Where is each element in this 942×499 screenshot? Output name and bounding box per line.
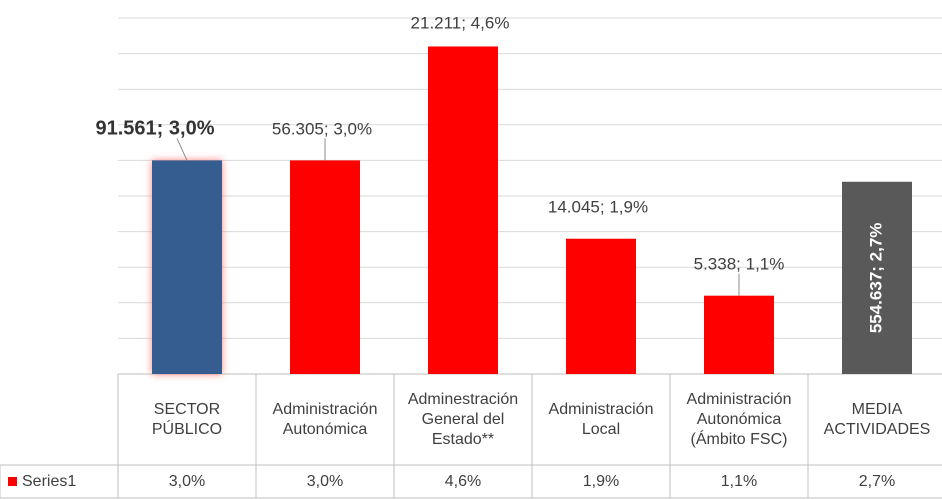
bar [704,295,774,374]
legend-swatch [8,477,17,486]
category-label: Administración Local [548,400,654,438]
bar [152,160,222,374]
data-label: 5.338; 1,1% [694,255,785,274]
table-value: 3,0% [168,472,206,490]
category-label: MEDIA ACTIVIDADES [823,400,931,438]
table-value: 1,1% [720,472,758,490]
category-label: Administración Autonómica [272,400,378,438]
data-label: 14.045; 1,9% [548,198,648,217]
table-value: 2,7% [858,472,896,490]
category-label: Administración Autonómica (Ámbito FSC) [686,390,792,448]
category-label: SECTOR PÚBLICO [151,400,223,438]
category-label: Adminestración General del Estado** [407,390,519,448]
bar [842,181,912,374]
data-label: 21.211; 4,6% [411,13,510,32]
bar [290,160,360,374]
data-label: 554.637; 2,7% [866,223,885,334]
data-label: 56.305; 3,0% [272,119,372,138]
table-value: 4,6% [444,472,482,490]
leader-line [176,138,188,161]
legend-label: Series1 [22,472,77,490]
table-value: 3,0% [306,472,344,490]
table-value: 1,9% [582,472,620,490]
bar [566,238,636,374]
data-label: 91.561; 3,0% [96,117,215,139]
bar [428,46,498,374]
